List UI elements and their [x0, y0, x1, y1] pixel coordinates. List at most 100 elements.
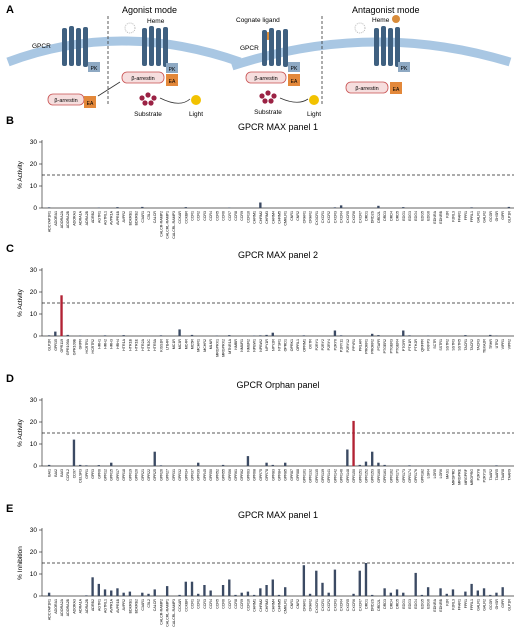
bar [159, 465, 163, 466]
bar [159, 335, 163, 336]
x-tick-label: CRHR2 [309, 599, 313, 611]
x-tick-label: C5L2 [147, 599, 151, 608]
y-tick-label: 0 [33, 333, 37, 340]
x-tick-label: NTSR1 [278, 339, 282, 351]
bar [252, 594, 256, 596]
bar [72, 439, 76, 466]
x-tick-label: GPR101 [302, 469, 306, 483]
arrestin-label: β-arrestin [254, 76, 277, 82]
x-tick-label: CCKBR [184, 211, 188, 224]
x-tick-label: HTR5A [153, 338, 157, 350]
x-tick-label: CCR8 [234, 211, 238, 221]
bar [190, 334, 194, 336]
x-tick-label: CNR1 [290, 599, 294, 609]
y-tick-label: 20 [30, 289, 38, 296]
bar [184, 207, 187, 208]
x-tick-label: GPR142 [333, 469, 337, 483]
x-tick-label: GPR1 [85, 469, 89, 479]
x-tick-label: CX3CR1 [315, 599, 319, 613]
x-tick-label: C3AR1 [141, 211, 145, 223]
bar [333, 330, 337, 336]
chart-title: GPCR MAX panel 1 [238, 122, 318, 132]
substrate-cluster-icon [259, 90, 277, 104]
x-tick-label: MC3R [178, 339, 182, 350]
x-tick-label: GPR109A [66, 338, 70, 355]
y-axis-label: % Activity [17, 160, 24, 189]
x-tick-label: EDG5 [420, 211, 424, 221]
x-tick-label: GRPR [79, 339, 83, 350]
x-tick-label: EDG4 [414, 599, 418, 609]
bar [240, 592, 243, 596]
bar [408, 465, 411, 466]
panel-letter-d: D [6, 373, 14, 385]
arrow-icon [97, 81, 121, 97]
bar [470, 583, 473, 596]
bar [153, 589, 156, 596]
x-tick-label: CCKAR [178, 599, 182, 612]
ea-label: EA [393, 87, 400, 93]
x-tick-label: CCR6 [222, 211, 226, 221]
arrow-icon [159, 97, 191, 104]
x-tick-label: GPR3 [91, 469, 95, 479]
x-tick-label: ADORA2A [60, 210, 64, 228]
x-tick-label: KISS1R [159, 339, 163, 352]
x-tick-label: GPR88 [296, 469, 300, 481]
x-tick-label: CNR1 [290, 211, 294, 221]
ea-label: EA [87, 101, 94, 107]
x-tick-label: GPR37 [191, 469, 195, 481]
x-tick-label: CXCR7 [358, 599, 362, 611]
bar [482, 588, 486, 596]
x-tick-label: TAAR8 [501, 469, 505, 480]
x-tick-label: GCGR [489, 599, 493, 610]
bar [501, 587, 504, 596]
x-tick-label: FPR1 [464, 599, 468, 608]
pk-label: PK [401, 66, 408, 72]
x-tick-label: GPR109B [72, 338, 76, 355]
y-tick-label: 10 [30, 311, 38, 318]
bar [103, 589, 107, 596]
x-tick-label: CCR2 [197, 599, 201, 609]
bar [383, 464, 386, 466]
pk-tag-icon [166, 63, 178, 73]
x-tick-label: P2RY12 [346, 339, 350, 352]
x-tick-label: NPBW2 [259, 339, 263, 352]
bar [333, 569, 337, 596]
x-tick-label: BDKRB1 [128, 599, 132, 613]
x-tick-label: PTAFR [377, 339, 381, 351]
x-tick-label: GPR56 [228, 469, 232, 481]
bar [97, 583, 100, 596]
x-tick-label: TAAR5 [495, 469, 499, 480]
x-tick-label: ADRA2B [85, 598, 89, 613]
x-tick-label: GPR160 [377, 469, 381, 483]
x-tick-label: P2RY10 [483, 469, 487, 482]
x-tick-label: GPR27 [166, 469, 170, 481]
bar [339, 205, 343, 208]
x-tick-label: ADRB2 [91, 599, 95, 611]
x-tick-label: BAI1 [48, 469, 52, 477]
x-tick-label: CXCR2 [327, 211, 331, 223]
x-tick-label: DRD4 [389, 599, 393, 609]
x-tick-label: CD97 [72, 469, 76, 478]
x-tick-label: HRH2 [104, 339, 108, 349]
panel-letter-e: E [6, 503, 13, 515]
x-tick-label: MC1R [172, 339, 176, 350]
x-tick-label: HTR1E [135, 338, 139, 350]
arrestin-label: β-arrestin [54, 98, 77, 104]
bar [321, 582, 324, 596]
bar [339, 335, 343, 336]
x-tick-label: EDG1 [402, 599, 406, 609]
pk-tag-icon [398, 62, 410, 72]
x-tick-label: F2RL3 [451, 599, 455, 610]
x-tick-label: OPRK1 [290, 339, 294, 351]
x-tick-label: CALCRL-RAMP3 [172, 599, 176, 627]
panel-letter-c: C [6, 243, 14, 255]
x-tick-label: GPR45 [203, 469, 207, 481]
bar [153, 451, 156, 466]
x-tick-label: GPR55 [222, 469, 226, 481]
x-tick-label: EDG4 [414, 211, 418, 221]
x-tick-label: GALR1 [476, 211, 480, 223]
bar [110, 462, 113, 466]
cell-membrane-left [6, 36, 242, 67]
y-tick-label: 10 [30, 183, 38, 190]
light-label: Light [307, 111, 321, 118]
